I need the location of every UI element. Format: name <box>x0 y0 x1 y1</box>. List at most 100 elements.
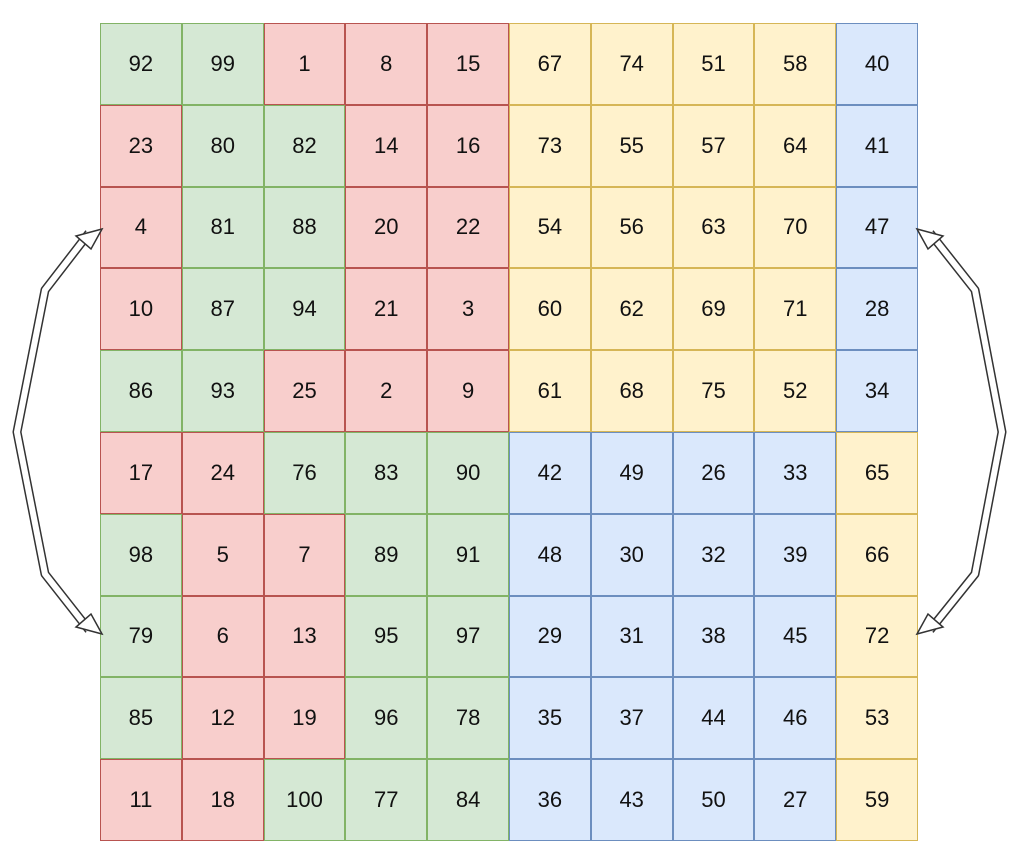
grid-cell: 9 <box>427 350 509 432</box>
grid-cell: 34 <box>836 350 918 432</box>
grid-cell: 11 <box>100 759 182 841</box>
grid-cell: 38 <box>672 595 755 678</box>
grid-cell: 89 <box>345 513 428 596</box>
grid-cell: 62 <box>590 268 673 351</box>
grid-cell: 61 <box>508 350 591 432</box>
grid-cell: 57 <box>672 104 755 187</box>
grid-cell: 10 <box>100 268 182 351</box>
grid-cell: 1 <box>263 23 346 105</box>
grid-cell: 73 <box>508 104 591 187</box>
grid-cell: 25 <box>263 350 346 432</box>
grid-cell: 22 <box>427 186 509 269</box>
grid-cell: 51 <box>672 23 755 105</box>
grid-cell: 96 <box>345 677 428 760</box>
grid-cell: 76 <box>263 431 346 514</box>
grid-cell: 59 <box>836 759 918 841</box>
number-grid: 92 99 1 8 15 67 74 51 58 40 23 80 82 14 16 73 55 57 64 41 4 8… <box>100 23 918 841</box>
grid-cell: 92 <box>100 23 182 105</box>
grid-cell: 47 <box>836 186 918 269</box>
grid-cell: 24 <box>181 431 264 514</box>
grid-cell: 71 <box>754 268 837 351</box>
grid-cell: 70 <box>754 186 837 269</box>
grid-cell: 63 <box>672 186 755 269</box>
grid-cell: 94 <box>263 268 346 351</box>
grid-cell: 66 <box>836 513 918 596</box>
grid-cell: 8 <box>345 23 428 105</box>
grid-cell: 30 <box>590 513 673 596</box>
grid-cell: 48 <box>508 513 591 596</box>
grid-cell: 29 <box>508 595 591 678</box>
grid-cell: 82 <box>263 104 346 187</box>
grid-cell: 12 <box>181 677 264 760</box>
grid-cell: 31 <box>590 595 673 678</box>
grid-cell: 85 <box>100 677 182 760</box>
grid-cell: 72 <box>836 595 918 678</box>
grid-cell: 37 <box>590 677 673 760</box>
grid-cell: 19 <box>263 677 346 760</box>
grid-cell: 54 <box>508 186 591 269</box>
grid-cell: 15 <box>427 23 509 105</box>
grid-cell: 44 <box>672 677 755 760</box>
grid-cell: 79 <box>100 595 182 678</box>
left-double-arrow <box>12 227 104 636</box>
grid-cell: 13 <box>263 595 346 678</box>
grid-cell: 68 <box>590 350 673 432</box>
grid-cell: 87 <box>181 268 264 351</box>
grid-cell: 56 <box>590 186 673 269</box>
grid-cell: 84 <box>427 759 509 841</box>
grid-cell: 40 <box>836 23 918 105</box>
grid-cell: 26 <box>672 431 755 514</box>
grid-cell: 42 <box>508 431 591 514</box>
grid-cell: 78 <box>427 677 509 760</box>
grid-cell: 36 <box>508 759 591 841</box>
grid-cell: 97 <box>427 595 509 678</box>
grid-cell: 20 <box>345 186 428 269</box>
grid-cell: 77 <box>345 759 428 841</box>
grid-cell: 46 <box>754 677 837 760</box>
grid-cell: 32 <box>672 513 755 596</box>
grid-cell: 17 <box>100 431 182 514</box>
grid-cell: 53 <box>836 677 918 760</box>
grid-cell: 33 <box>754 431 837 514</box>
grid-cell: 7 <box>263 513 346 596</box>
grid-cell: 81 <box>181 186 264 269</box>
grid-cell: 50 <box>672 759 755 841</box>
grid-cell: 27 <box>754 759 837 841</box>
grid-cell: 98 <box>100 513 182 596</box>
grid-cell: 74 <box>590 23 673 105</box>
grid-cell: 23 <box>100 104 182 187</box>
grid-cell: 90 <box>427 431 509 514</box>
grid-cell: 3 <box>427 268 509 351</box>
grid-cell: 18 <box>181 759 264 841</box>
grid-cell: 88 <box>263 186 346 269</box>
grid-cell: 91 <box>427 513 509 596</box>
grid-cell: 83 <box>345 431 428 514</box>
grid-cell: 64 <box>754 104 837 187</box>
grid-cell: 14 <box>345 104 428 187</box>
grid-cell: 67 <box>508 23 591 105</box>
grid-cell: 95 <box>345 595 428 678</box>
grid-cell: 16 <box>427 104 509 187</box>
grid-cell: 55 <box>590 104 673 187</box>
grid-cell: 60 <box>508 268 591 351</box>
grid-cell: 39 <box>754 513 837 596</box>
grid-cell: 41 <box>836 104 918 187</box>
grid-cell: 43 <box>590 759 673 841</box>
grid-cell: 69 <box>672 268 755 351</box>
grid-cell: 28 <box>836 268 918 351</box>
grid-cell: 4 <box>100 186 182 269</box>
grid-cell: 21 <box>345 268 428 351</box>
grid-cell: 5 <box>181 513 264 596</box>
grid-cell: 52 <box>754 350 837 432</box>
grid-cell: 75 <box>672 350 755 432</box>
grid-cell: 80 <box>181 104 264 187</box>
grid-cell: 86 <box>100 350 182 432</box>
grid-cell: 93 <box>181 350 264 432</box>
grid-cell: 58 <box>754 23 837 105</box>
grid-cell: 99 <box>181 23 264 105</box>
grid-cell: 2 <box>345 350 428 432</box>
grid-cell: 100 <box>263 759 346 841</box>
grid-cell: 65 <box>836 431 918 514</box>
right-double-arrow <box>915 227 1007 636</box>
